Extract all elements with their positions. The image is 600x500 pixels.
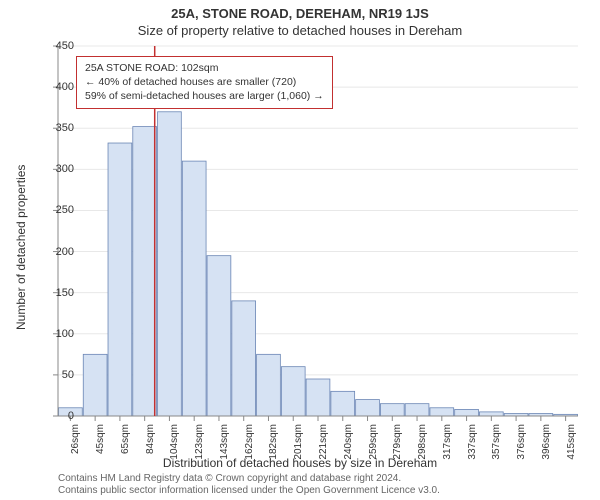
info-line-property: 25A STONE ROAD: 102sqm: [85, 61, 324, 75]
x-axis-label: Distribution of detached houses by size …: [0, 456, 600, 470]
chart-footer: Contains HM Land Registry data © Crown c…: [58, 473, 440, 497]
chart-container: 25A, STONE ROAD, DEREHAM, NR19 1JS Size …: [0, 0, 600, 500]
y-tick: 0: [34, 410, 74, 422]
footer-licence: Contains public sector information licen…: [58, 485, 440, 497]
footer-copyright: Contains HM Land Registry data © Crown c…: [58, 473, 440, 485]
y-tick: 350: [34, 122, 74, 134]
y-tick: 50: [34, 369, 74, 381]
y-tick: 250: [34, 204, 74, 216]
y-tick: 300: [34, 163, 74, 175]
info-line-smaller: ← 40% of detached houses are smaller (72…: [85, 75, 324, 89]
info-line-larger: 59% of semi-detached houses are larger (…: [85, 89, 324, 103]
property-info-box: 25A STONE ROAD: 102sqm ← 40% of detached…: [76, 56, 333, 109]
y-tick: 150: [34, 287, 74, 299]
y-tick: 100: [34, 328, 74, 340]
y-tick: 400: [34, 81, 74, 93]
y-tick: 200: [34, 246, 74, 258]
y-tick: 450: [34, 40, 74, 52]
